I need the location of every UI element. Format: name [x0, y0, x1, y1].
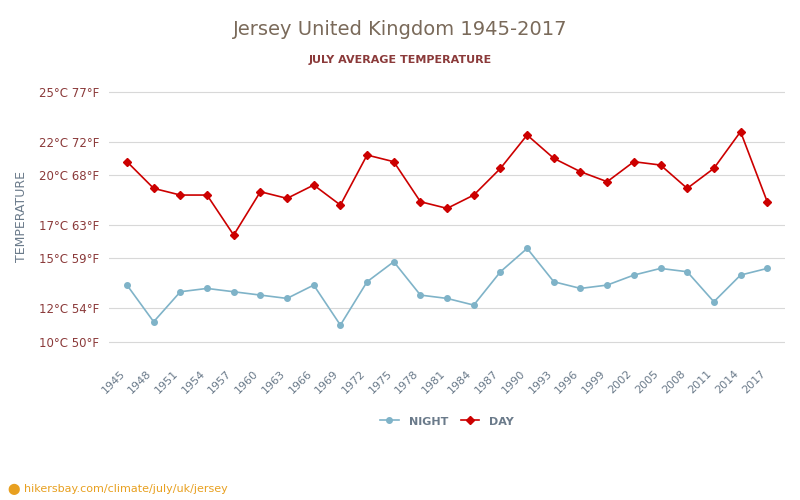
NIGHT	[682, 268, 692, 274]
NIGHT	[602, 282, 612, 288]
DAY	[602, 178, 612, 184]
NIGHT	[282, 296, 292, 302]
NIGHT	[442, 296, 452, 302]
NIGHT	[762, 266, 772, 272]
Line: NIGHT: NIGHT	[124, 246, 770, 328]
Line: DAY: DAY	[124, 129, 770, 238]
NIGHT	[229, 289, 238, 295]
NIGHT	[522, 246, 532, 252]
DAY	[496, 166, 506, 172]
NIGHT	[416, 292, 426, 298]
DAY	[576, 168, 586, 174]
NIGHT	[122, 282, 132, 288]
NIGHT	[362, 279, 372, 285]
NIGHT	[629, 272, 638, 278]
DAY	[416, 198, 426, 204]
DAY	[629, 158, 638, 164]
DAY	[522, 132, 532, 138]
Text: JULY AVERAGE TEMPERATURE: JULY AVERAGE TEMPERATURE	[308, 55, 492, 65]
Text: Jersey United Kingdom 1945-2017: Jersey United Kingdom 1945-2017	[233, 20, 567, 39]
DAY	[362, 152, 372, 158]
DAY	[442, 206, 452, 212]
Y-axis label: TEMPERATURE: TEMPERATURE	[15, 171, 28, 262]
Text: ⬤ hikersbay.com/climate/july/uk/jersey: ⬤ hikersbay.com/climate/july/uk/jersey	[8, 484, 228, 495]
Legend: NIGHT, DAY: NIGHT, DAY	[375, 410, 519, 432]
NIGHT	[656, 266, 666, 272]
DAY	[389, 158, 398, 164]
DAY	[762, 198, 772, 204]
DAY	[336, 202, 346, 208]
NIGHT	[496, 268, 506, 274]
DAY	[202, 192, 212, 198]
DAY	[469, 192, 478, 198]
DAY	[229, 232, 238, 238]
NIGHT	[469, 302, 478, 308]
NIGHT	[149, 319, 158, 325]
NIGHT	[576, 286, 586, 292]
NIGHT	[255, 292, 265, 298]
DAY	[175, 192, 185, 198]
DAY	[656, 162, 666, 168]
NIGHT	[389, 258, 398, 264]
DAY	[122, 158, 132, 164]
NIGHT	[309, 282, 318, 288]
DAY	[709, 166, 718, 172]
NIGHT	[202, 286, 212, 292]
DAY	[309, 182, 318, 188]
NIGHT	[709, 299, 718, 305]
DAY	[255, 188, 265, 194]
DAY	[149, 186, 158, 192]
DAY	[282, 196, 292, 202]
NIGHT	[549, 279, 558, 285]
DAY	[682, 186, 692, 192]
DAY	[736, 128, 746, 134]
NIGHT	[336, 322, 346, 328]
NIGHT	[175, 289, 185, 295]
DAY	[549, 156, 558, 162]
NIGHT	[736, 272, 746, 278]
